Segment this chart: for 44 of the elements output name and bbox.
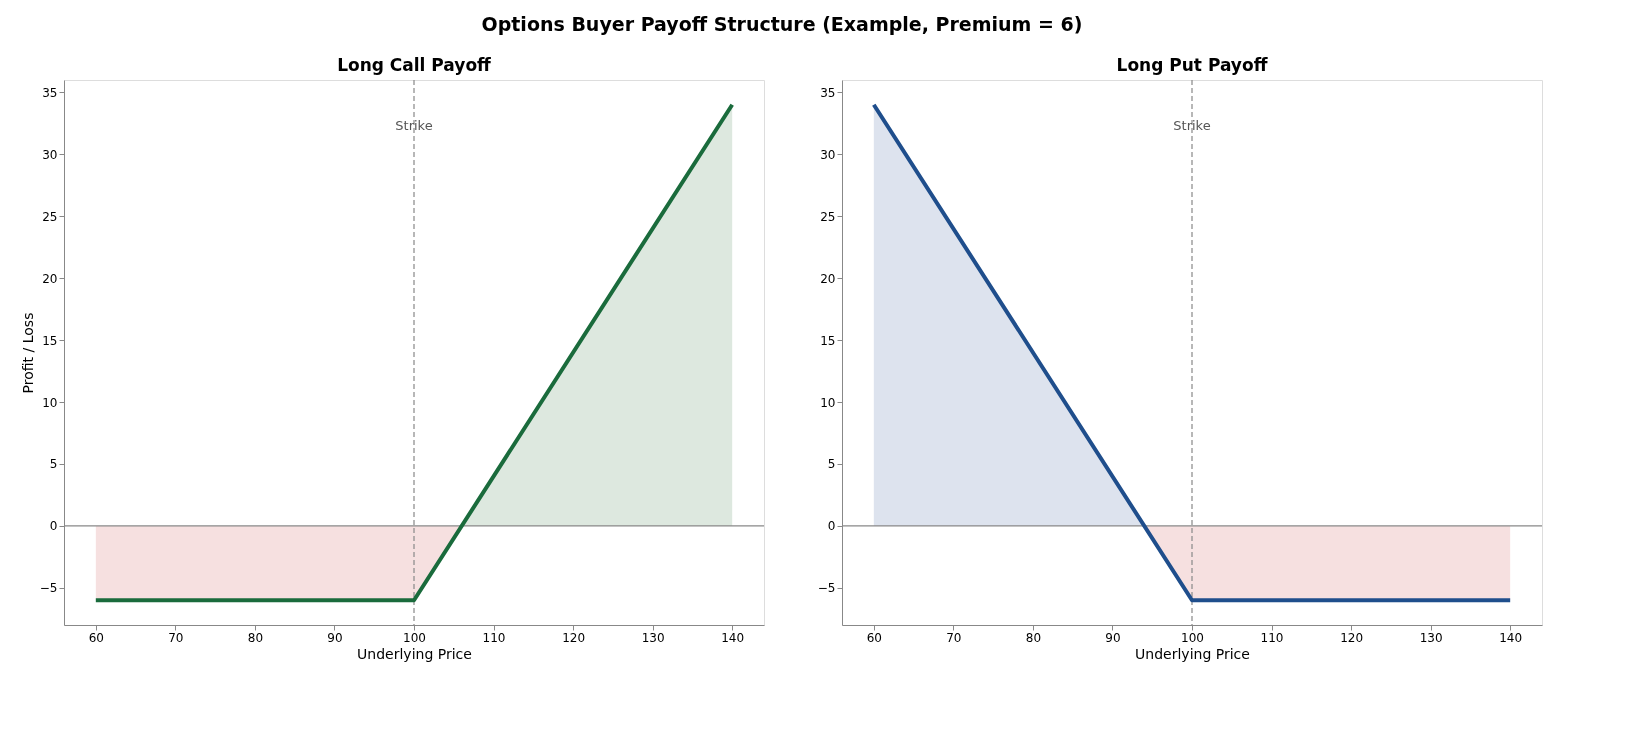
x-tick-label: 70 <box>946 630 962 645</box>
y-tick-label: 10 <box>820 395 836 410</box>
x-tick-label: 70 <box>168 630 184 645</box>
y-tick-label: 20 <box>42 271 58 286</box>
chart-title: Long Call Payoff <box>337 55 492 76</box>
y-tick-label: 0 <box>827 519 836 534</box>
y-tick-label: 0 <box>49 519 58 534</box>
y-tick-label: −5 <box>39 581 58 596</box>
x-tick-label: 120 <box>1340 630 1364 645</box>
x-tick-label: 60 <box>88 630 104 645</box>
x-tick-label: 80 <box>1025 630 1042 645</box>
y-tick-label: −5 <box>817 581 836 596</box>
x-axis-title: Underlying Price <box>1135 645 1250 662</box>
y-tick-label: 10 <box>42 395 58 410</box>
y-tick-label: 15 <box>820 333 836 348</box>
y-tick-label: 15 <box>42 333 58 348</box>
y-tick-label: 30 <box>820 147 836 162</box>
x-tick-label: 140 <box>721 630 745 645</box>
text: Options Buyer Payoff Structure (Example, Premium = 6) <box>481 12 1083 35</box>
y-tick-label: 5 <box>49 457 58 472</box>
x-tick-label: 90 <box>327 630 343 645</box>
x-tick-label: 140 <box>1499 630 1523 645</box>
x-tick-label: 110 <box>482 630 506 645</box>
y-tick-label: 5 <box>827 457 836 472</box>
y-tick-label: 35 <box>820 85 836 100</box>
x-tick-label: 90 <box>1105 630 1121 645</box>
y-tick-label: 35 <box>42 85 58 100</box>
y-tick-label: 20 <box>820 271 836 286</box>
x-tick-label: 80 <box>247 630 264 645</box>
x-tick-label: 60 <box>866 630 882 645</box>
ref-line-label: Strike <box>1173 118 1211 133</box>
chart-title: Long Put Payoff <box>1116 55 1268 76</box>
x-tick-label: 130 <box>641 630 665 645</box>
x-tick-label: 100 <box>403 630 426 645</box>
y-tick-label: 30 <box>42 147 58 162</box>
y-tick-label: 25 <box>42 209 58 224</box>
x-tick-label: 110 <box>1260 630 1284 645</box>
ref-line-label: Strike <box>395 118 433 133</box>
x-axis-title: Underlying Price <box>357 645 472 662</box>
x-tick-label: 130 <box>1419 630 1443 645</box>
x-tick-label: 100 <box>1181 630 1204 645</box>
y-axis-title: Profit / Loss <box>19 312 36 394</box>
x-tick-label: 120 <box>562 630 586 645</box>
y-tick-label: 25 <box>820 209 836 224</box>
